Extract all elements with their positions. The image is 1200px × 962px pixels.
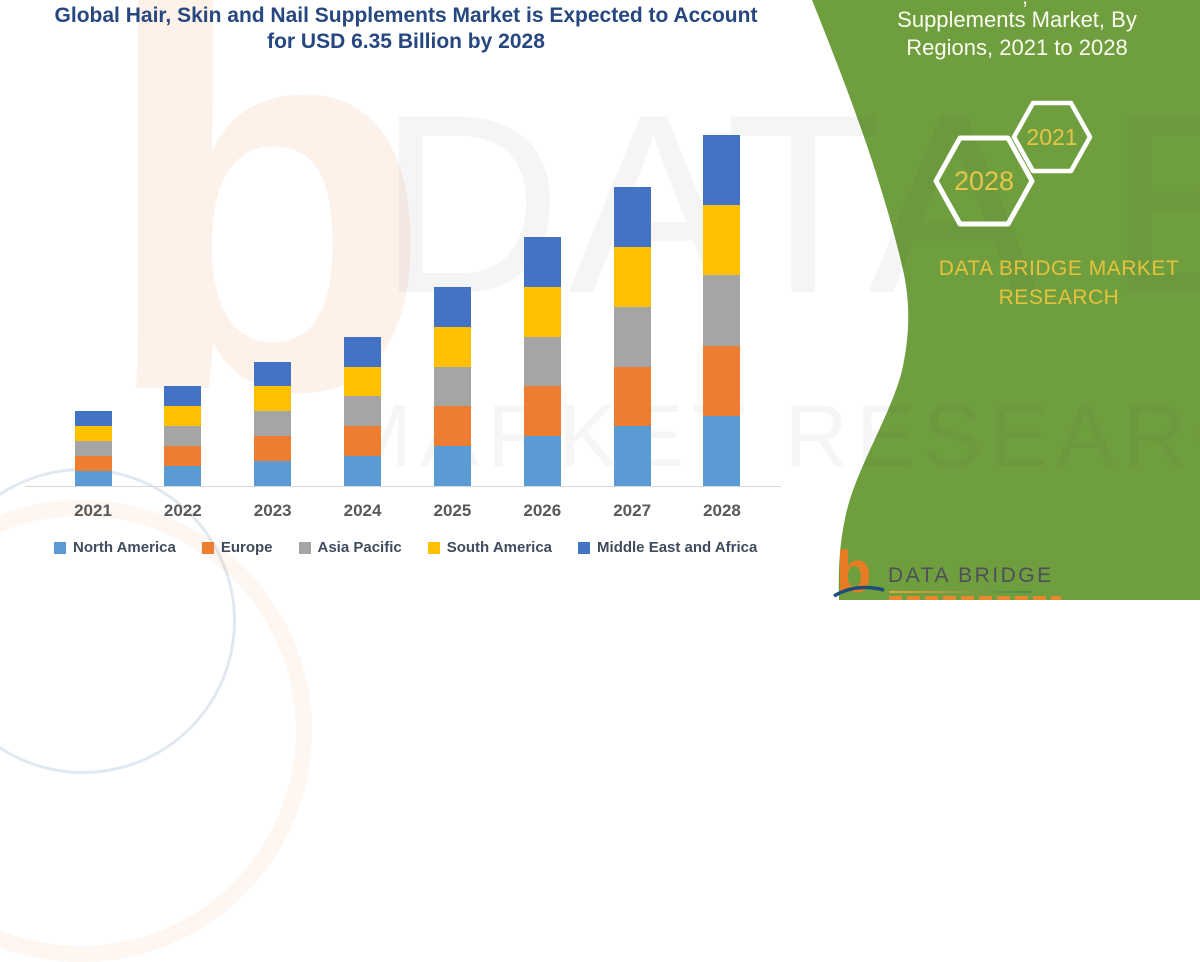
bar-2026-segment-middle-east-and-africa [523, 237, 561, 287]
legend-item-asia-pacific: Asia Pacific [298, 539, 402, 556]
x-axis-label-2022: 2022 [163, 501, 202, 520]
panel-cutoff-text-fragment: , [1022, 0, 1028, 10]
bar-2023-segment-europe [254, 436, 292, 462]
legend-label-europe: Europe [220, 539, 273, 556]
stacked-bar-2022 [164, 386, 202, 486]
legend-swatch-south-america [427, 541, 440, 554]
bar-2021-segment-europe [74, 456, 112, 472]
x-axis-label-2023: 2023 [253, 501, 292, 520]
chart-legend: North America Europe Asia Pacific South Ame… [54, 539, 757, 556]
green-side-panel [812, 0, 1200, 600]
legend-item-europe: Europe [201, 539, 273, 556]
bar-2025-segment-south-america [433, 326, 471, 367]
footer-underline [889, 591, 1031, 593]
stacked-bar-2023 [254, 361, 292, 486]
x-axis-label-2021: 2021 [74, 501, 112, 520]
x-axis-label-2027: 2027 [613, 501, 652, 520]
bar-2027-segment-north-america [613, 426, 651, 486]
legend-label-middle-east-and-africa: Middle East and Africa [597, 539, 758, 556]
legend-item-north-america: North America [54, 539, 176, 556]
bar-2028-segment-middle-east-and-africa [703, 134, 741, 206]
panel-title: Supplements Market, By Regions, 2021 to … [858, 6, 1176, 62]
bar-2028-segment-north-america [703, 415, 741, 486]
bar-2022-segment-south-america [164, 406, 202, 427]
stacked-bar-2026 [523, 237, 561, 486]
bar-2021-segment-south-america [74, 426, 112, 442]
bar-2025-segment-europe [433, 406, 471, 447]
stacked-bar-2024 [344, 336, 382, 486]
legend-label-south-america: South America [446, 539, 553, 556]
plot-area: 2021 2022 2023 2024 2025 2026 2027 2028 [25, 134, 781, 520]
bar-2027-segment-asia-pacific [613, 306, 651, 367]
chart-title-line2: for USD 6.35 Billion by 2028 [267, 30, 545, 53]
footer-logo: b DATA BRIDGE [830, 544, 1190, 602]
panel-brand-line1: DATA BRIDGE MARKET [938, 257, 1180, 280]
bar-2027-segment-europe [613, 366, 651, 427]
bar-2021-segment-middle-east-and-africa [74, 411, 112, 427]
panel-brand-line2: RESEARCH [998, 286, 1120, 309]
bar-2022-segment-asia-pacific [164, 426, 202, 447]
legend-swatch-europe [201, 541, 214, 554]
footer-brand-name: DATA BRIDGE [888, 564, 1054, 587]
bar-2026-segment-south-america [523, 286, 561, 337]
bar-2028-segment-asia-pacific [703, 275, 741, 346]
bar-2023-segment-south-america [254, 386, 292, 412]
footer-swoosh-icon [833, 585, 885, 598]
bar-2028-segment-europe [703, 345, 741, 416]
x-axis-label-2028: 2028 [703, 501, 741, 520]
stacked-bar-2025 [433, 286, 471, 486]
hexagon-2021-label: 2021 [1026, 124, 1077, 150]
bar-2026-segment-europe [523, 386, 561, 437]
bar-2024-segment-middle-east-and-africa [344, 336, 382, 367]
panel-brand-name: DATA BRIDGE MARKET RESEARCH [928, 254, 1190, 312]
hexagon-2028-icon [933, 135, 1035, 227]
green-panel-shape [812, 0, 1200, 600]
bar-2024-segment-asia-pacific [344, 396, 382, 427]
bar-2022-segment-middle-east-and-africa [164, 386, 202, 407]
x-axis-label-2026: 2026 [523, 501, 562, 520]
bar-2028-segment-south-america [703, 205, 741, 276]
bar-2026-segment-asia-pacific [523, 336, 561, 387]
hexagon-badges: 2028 2021 [933, 100, 1093, 227]
bar-2021-segment-asia-pacific [74, 441, 112, 457]
footer-cutoff-text-strip [889, 596, 1061, 600]
hexagon-2021-icon [1011, 100, 1093, 174]
x-axis-label-2025: 2025 [433, 501, 472, 520]
stacked-bar-2028 [703, 134, 741, 486]
stacked-bar-2027 [613, 187, 651, 486]
bar-2024-segment-south-america [344, 366, 382, 397]
bar-2023-segment-north-america [254, 461, 292, 486]
bar-2022-segment-europe [164, 446, 202, 467]
chart-title: Global Hair, Skin and Nail Supplements M… [0, 3, 812, 55]
bar-2024-segment-north-america [344, 456, 382, 486]
bar-2027-segment-middle-east-and-africa [613, 187, 651, 248]
legend-swatch-middle-east-and-africa [578, 541, 591, 554]
bar-2022-segment-north-america [164, 466, 202, 486]
chart-title-line1: Global Hair, Skin and Nail Supplements M… [54, 4, 758, 27]
bar-2027-segment-south-america [613, 247, 651, 307]
legend-label-asia-pacific: Asia Pacific [317, 539, 402, 556]
panel-title-line2: Regions, 2021 to 2028 [906, 35, 1128, 60]
stacked-bar-2021 [74, 411, 112, 486]
legend-item-middle-east-and-africa: Middle East and Africa [578, 539, 757, 556]
bar-2023-segment-asia-pacific [254, 411, 292, 437]
bar-2025-segment-north-america [433, 446, 471, 486]
legend-swatch-asia-pacific [298, 541, 311, 554]
panel-title-line1: Supplements Market, By [897, 7, 1137, 32]
legend-swatch-north-america [54, 541, 66, 554]
bar-2025-segment-middle-east-and-africa [433, 286, 471, 327]
bar-2023-segment-middle-east-and-africa [254, 361, 292, 387]
bar-2025-segment-asia-pacific [433, 366, 471, 407]
hexagon-2028-label: 2028 [954, 166, 1014, 196]
x-axis-line [25, 486, 781, 487]
bar-2021-segment-north-america [74, 471, 112, 486]
x-axis-label-2024: 2024 [343, 501, 382, 520]
bar-2024-segment-europe [344, 426, 382, 457]
legend-item-south-america: South America [427, 539, 553, 556]
legend-label-north-america: North America [73, 539, 176, 556]
bar-2026-segment-north-america [523, 436, 561, 486]
